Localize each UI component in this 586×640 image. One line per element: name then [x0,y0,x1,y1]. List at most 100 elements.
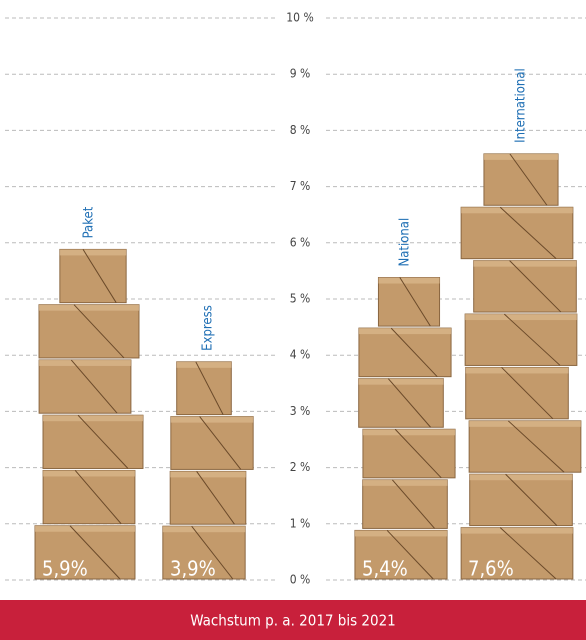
parcel-string [73,304,125,359]
tick-label-bg [276,291,324,307]
parcel [362,479,448,529]
value-label: 7,6% [468,557,514,581]
parcel-side [35,525,135,532]
y-tick-label: 6 % [290,235,311,249]
tick-label-bg [276,178,324,195]
parcel-string [74,470,122,525]
footer-band [0,600,586,640]
parcel-side [39,304,139,311]
y-tick-label: 10 % [286,11,313,25]
parcel [42,469,136,525]
parcel-string [505,473,558,526]
parcel-side [358,378,444,385]
parcel-string [391,479,435,529]
tick-label-bg [276,347,324,364]
parcel-side [473,260,577,267]
tick-label-bg [276,572,324,588]
tick-label-bg [276,515,324,532]
parcel [464,313,578,366]
category-label: Paket [82,206,97,238]
y-tick-label: 3 % [290,404,311,418]
parcel-string [390,327,438,378]
parcel-side [59,249,127,256]
parcel-string [191,525,234,580]
parcel-string [499,206,557,260]
parcel [42,414,144,469]
parcel [354,529,448,580]
parcel [358,327,452,378]
parcel-side [469,474,573,481]
parcel [362,428,456,479]
parcel-string [507,420,565,473]
parcel-side [362,429,456,436]
y-tick-label: 4 % [290,348,311,362]
parcel [358,378,444,428]
parcel [483,153,559,206]
parcel-side [354,530,448,537]
y-tick-label: 8 % [290,123,311,137]
parcel [176,361,232,416]
value-label: 5,4% [362,557,408,581]
parcel-side [358,328,452,335]
parcel [38,304,140,359]
parcel-string [399,277,431,327]
tick-label-bg [276,234,324,251]
parcel-side [43,470,135,477]
parcel [169,470,247,525]
parcel-side [170,416,254,423]
parcel-side [465,314,577,321]
parcel-string [195,361,224,415]
parcel [469,473,573,527]
parcel-string [499,527,557,580]
parcel [59,248,127,304]
parcel [377,277,441,327]
parcel [473,260,577,313]
category-label: National [398,218,413,267]
parcel-side [469,420,581,427]
tick-label-bg [276,403,324,420]
parcel-side [378,277,440,284]
parcel-string [509,153,548,206]
tick-label-bg [276,66,324,83]
category-label: International [514,68,529,143]
parcel-string [69,525,121,580]
parcel-side [461,527,573,534]
parcel-side [170,471,246,478]
parcel [468,420,582,473]
parcel-side [465,367,569,374]
y-tick-label: 1 % [290,516,311,530]
parcel [34,525,136,580]
parcel-string [196,471,235,525]
y-tick-label: 5 % [290,292,311,306]
parcel-side [362,479,448,486]
category-label: Express [201,305,216,351]
parcel-string [503,313,561,366]
chart-title: Wachstum p. a. 2017 bis 2021 [190,612,396,630]
parcel-string [386,530,434,580]
parcel-side [461,207,573,214]
parcel-side [176,361,232,368]
parcel-string [509,260,562,313]
tick-label-bg [276,122,324,139]
y-tick-label: 2 % [290,460,311,474]
y-tick-label: 9 % [290,67,311,81]
value-label: 5,9% [42,557,88,581]
parcel-side [162,526,246,533]
parcel [460,206,574,260]
parcel-string [77,414,129,469]
parcel-side [39,359,131,366]
parcel [465,366,569,420]
parcel-string [387,378,431,428]
y-tick-label: 0 % [290,573,311,587]
parcel-side [43,415,143,422]
parcel-string [70,359,118,414]
tick-label-bg [276,10,324,26]
parcel-string [394,428,442,479]
parcel-string [82,249,117,303]
y-tick-label: 7 % [290,179,311,193]
parcel [162,525,246,580]
parcel [170,416,254,470]
tick-label-bg [276,459,324,476]
value-label: 3,9% [170,557,216,581]
